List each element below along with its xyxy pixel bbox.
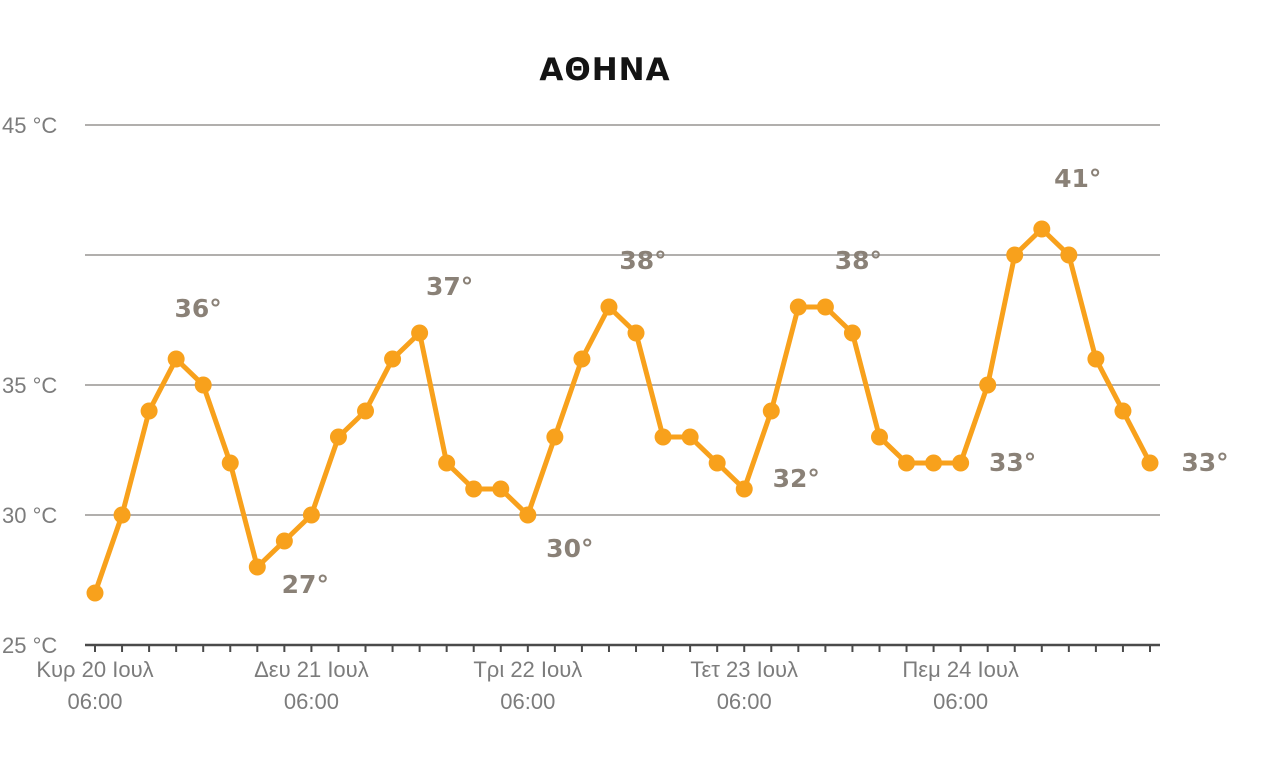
- temperature-annotation: 38°: [835, 246, 882, 275]
- data-point-marker: [465, 480, 483, 498]
- x-axis-time-label: 06:00: [67, 689, 122, 714]
- data-point-marker: [870, 428, 888, 446]
- data-point-marker: [384, 350, 402, 368]
- y-axis-label: 35 °C: [2, 373, 57, 398]
- data-point-marker: [843, 324, 861, 342]
- data-point-marker: [952, 454, 970, 472]
- data-point-marker: [762, 402, 780, 420]
- data-point-marker: [492, 480, 510, 498]
- data-point-marker: [979, 376, 997, 394]
- x-axis-day-label: Τετ 23 Ιουλ: [690, 657, 798, 682]
- data-point-marker: [600, 298, 618, 316]
- data-point-marker: [627, 324, 645, 342]
- data-point-marker: [194, 376, 212, 394]
- data-point-marker: [1060, 246, 1078, 264]
- data-point-marker: [140, 402, 158, 420]
- temperature-annotation: 33°: [1181, 448, 1228, 477]
- data-point-marker: [411, 324, 429, 342]
- data-point-marker: [221, 454, 239, 472]
- temperature-annotation: 41°: [1054, 164, 1101, 193]
- temperature-annotation: 38°: [619, 246, 666, 275]
- temperature-annotation: 37°: [426, 272, 473, 301]
- temperature-annotation: 27°: [282, 570, 329, 599]
- x-axis-day-label: Πεμ 24 Ιουλ: [902, 657, 1018, 682]
- data-point-marker: [789, 298, 807, 316]
- y-axis-label: 45 °C: [2, 113, 57, 138]
- data-point-marker: [654, 428, 672, 446]
- data-point-marker: [519, 506, 537, 524]
- x-axis-time-label: 06:00: [933, 689, 988, 714]
- temperature-annotation: 30°: [546, 534, 593, 563]
- x-axis-day-label: Τρι 22 Ιουλ: [473, 657, 582, 682]
- x-axis-time-label: 06:00: [717, 689, 772, 714]
- data-point-marker: [275, 532, 293, 550]
- data-point-marker: [1141, 454, 1159, 472]
- temperature-annotation: 32°: [773, 464, 820, 493]
- data-point-marker: [1114, 402, 1132, 420]
- data-point-marker: [302, 506, 320, 524]
- data-point-marker: [681, 428, 699, 446]
- data-point-marker: [1006, 246, 1024, 264]
- y-axis-label: 30 °C: [2, 503, 57, 528]
- x-axis-time-label: 06:00: [500, 689, 555, 714]
- y-axis-label: 25 °C: [2, 633, 57, 658]
- data-point-marker: [1033, 220, 1051, 238]
- data-point-marker: [925, 454, 943, 472]
- data-point-marker: [438, 454, 456, 472]
- data-point-marker: [113, 506, 131, 524]
- data-point-marker: [898, 454, 916, 472]
- data-point-marker: [816, 298, 834, 316]
- data-point-marker: [86, 584, 104, 602]
- x-axis-day-label: Κυρ 20 Ιουλ: [36, 657, 153, 682]
- data-point-marker: [1087, 350, 1105, 368]
- chart-title: ΑΘΗΝΑ: [539, 52, 670, 88]
- data-point-marker: [167, 350, 185, 368]
- data-point-marker: [357, 402, 375, 420]
- temperature-annotation: 33°: [989, 448, 1036, 477]
- temperature-annotation: 36°: [175, 294, 222, 323]
- data-point-marker: [546, 428, 564, 446]
- data-point-marker: [708, 454, 726, 472]
- data-point-marker: [573, 350, 591, 368]
- x-axis-time-label: 06:00: [284, 689, 339, 714]
- data-point-marker: [329, 428, 347, 446]
- x-axis-day-label: Δευ 21 Ιουλ: [254, 657, 369, 682]
- data-point-marker: [735, 480, 753, 498]
- temperature-line: [92, 226, 1153, 596]
- data-point-marker: [248, 558, 266, 576]
